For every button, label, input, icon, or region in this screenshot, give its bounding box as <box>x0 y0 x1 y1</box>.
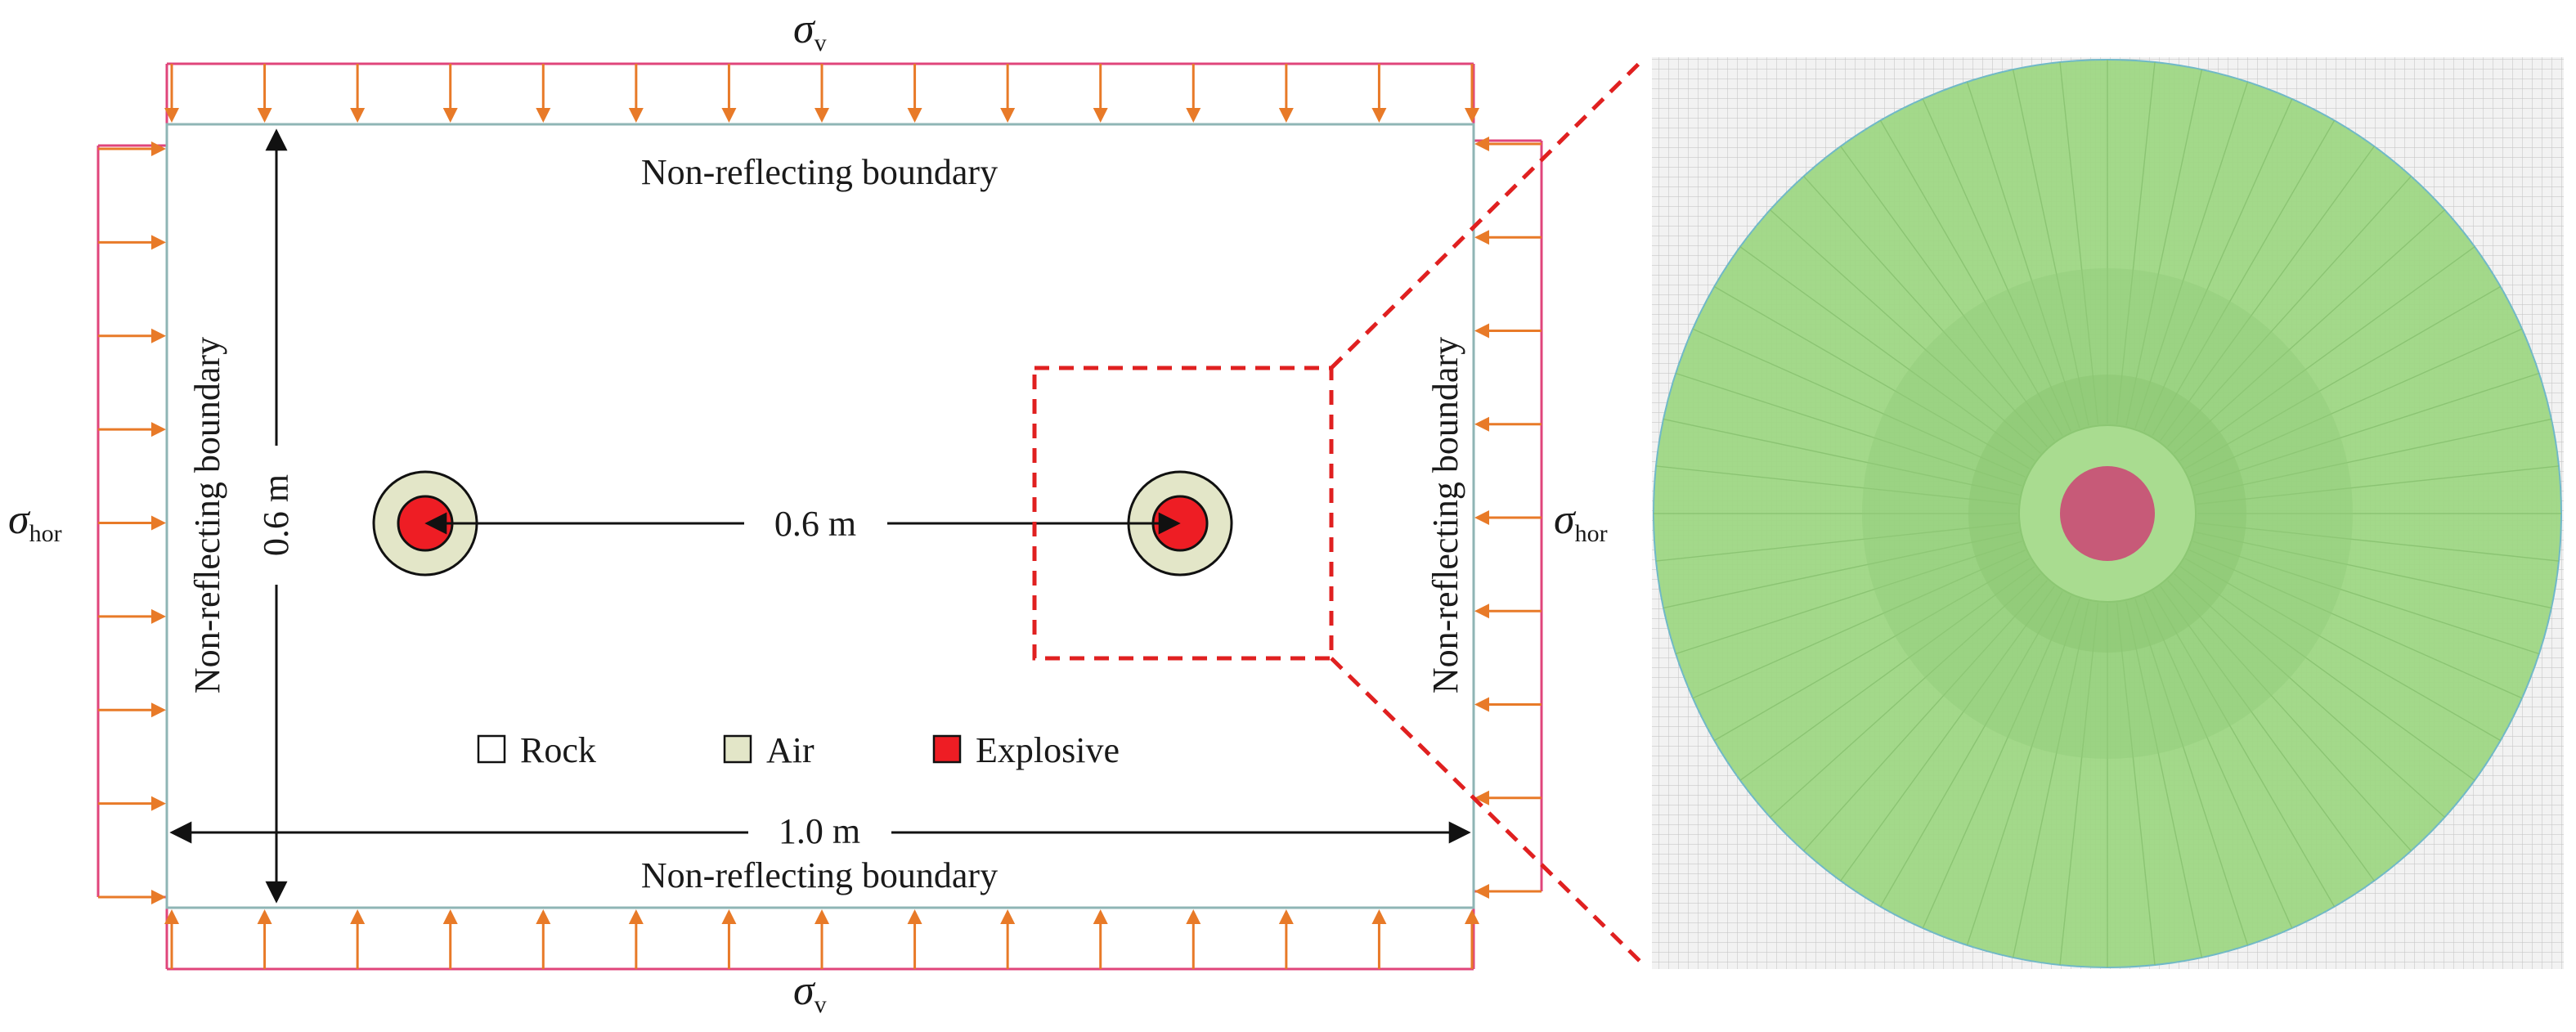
load-arrow-left <box>151 890 166 904</box>
load-arrow-top <box>350 108 366 123</box>
load-arrow-bottom <box>907 909 922 924</box>
legend-swatch-rock <box>477 734 506 764</box>
load-arrow-top <box>1465 108 1479 123</box>
load-arrow-top <box>1278 108 1294 123</box>
load-arrow-top <box>628 108 644 123</box>
load-arrow-left <box>151 515 166 531</box>
mesh-charge <box>2060 466 2155 561</box>
load-arrow-left <box>151 141 166 156</box>
legend: Rock Air Explosive <box>477 730 1120 770</box>
load-arrow-bottom <box>164 909 179 924</box>
load-arrow-bottom <box>1465 909 1479 924</box>
load-arrow-left <box>151 235 166 250</box>
load-arrow-top <box>815 108 829 123</box>
load-arrow-top <box>442 108 458 123</box>
legend-swatch-air <box>723 734 752 764</box>
load-arrow-bottom <box>815 909 829 924</box>
load-arrow-left <box>151 328 166 343</box>
load-arrow-top <box>164 108 179 123</box>
sigma-hor-left: σhor <box>8 496 62 547</box>
load-arrow-bottom <box>257 909 272 924</box>
load-arrow-top <box>1371 108 1387 123</box>
legend-label-explosive: Explosive <box>976 730 1120 770</box>
load-arrow-left <box>151 608 166 624</box>
load-arrow-right <box>1474 323 1489 339</box>
sigma-v-bottom: σv <box>793 967 827 1018</box>
load-arrow-top <box>907 108 922 123</box>
load-arrow-right <box>1474 790 1489 805</box>
load-arrow-left <box>151 796 166 811</box>
load-arrow-bottom <box>442 909 458 924</box>
load-arrow-right <box>1474 416 1489 432</box>
load-arrow-bottom <box>1093 909 1108 924</box>
boundary-label-top: Non-reflecting boundary <box>641 152 998 192</box>
stress-loads <box>96 62 1543 971</box>
boundary-label-bottom: Non-reflecting boundary <box>641 855 998 895</box>
dim-height-label: 0.6 m <box>256 474 296 556</box>
load-arrow-top <box>257 108 272 123</box>
mesh-zoom-panel <box>1652 57 2564 969</box>
load-arrow-top <box>721 108 737 123</box>
load-arrow-bottom <box>1000 909 1016 924</box>
load-arrow-bottom <box>628 909 644 924</box>
load-arrow-right <box>1474 510 1489 525</box>
load-arrow-top <box>1000 108 1016 123</box>
load-arrow-right <box>1474 230 1489 245</box>
legend-swatch-explosive <box>932 734 962 764</box>
boundary-label-right: Non-reflecting boundary <box>1425 337 1465 693</box>
boundary-label-left: Non-reflecting boundary <box>187 337 227 693</box>
load-arrow-bottom <box>1278 909 1294 924</box>
legend-label-rock: Rock <box>520 730 596 770</box>
sigma-hor-right: σhor <box>1554 496 1608 547</box>
dim-width-label: 1.0 m <box>779 811 860 851</box>
load-arrow-right <box>1474 603 1489 619</box>
load-arrow-right <box>1474 697 1489 712</box>
load-arrow-left <box>151 422 166 437</box>
load-arrow-left <box>151 702 166 718</box>
load-arrow-top <box>1093 108 1108 123</box>
load-arrow-bottom <box>1371 909 1387 924</box>
load-arrow-right <box>1474 137 1489 151</box>
load-arrow-bottom <box>350 909 366 924</box>
sigma-v-top: σv <box>793 6 827 56</box>
load-arrow-top <box>1186 108 1201 123</box>
load-arrow-bottom <box>1186 909 1201 924</box>
legend-label-air: Air <box>766 730 815 770</box>
load-arrow-right <box>1474 884 1489 899</box>
load-arrow-bottom <box>536 909 551 924</box>
zoom-box <box>1032 366 1334 661</box>
load-arrow-top <box>536 108 551 123</box>
dim-spacing-label: 0.6 m <box>774 504 856 544</box>
load-arrow-bottom <box>721 909 737 924</box>
